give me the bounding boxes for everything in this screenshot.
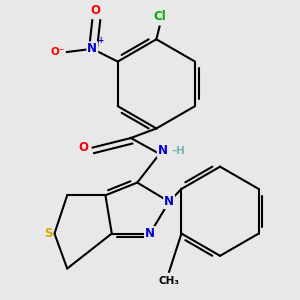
Text: Cl: Cl: [153, 11, 166, 23]
Text: S: S: [44, 227, 52, 240]
Text: N: N: [145, 227, 155, 240]
Text: O: O: [78, 141, 88, 154]
Text: O: O: [91, 4, 100, 17]
Text: O⁻: O⁻: [50, 47, 64, 57]
Text: N: N: [158, 144, 168, 157]
Text: +: +: [97, 36, 103, 45]
Text: N: N: [164, 195, 174, 208]
Text: CH₃: CH₃: [159, 276, 180, 286]
Text: –H: –H: [172, 146, 186, 156]
Text: N: N: [87, 42, 97, 55]
